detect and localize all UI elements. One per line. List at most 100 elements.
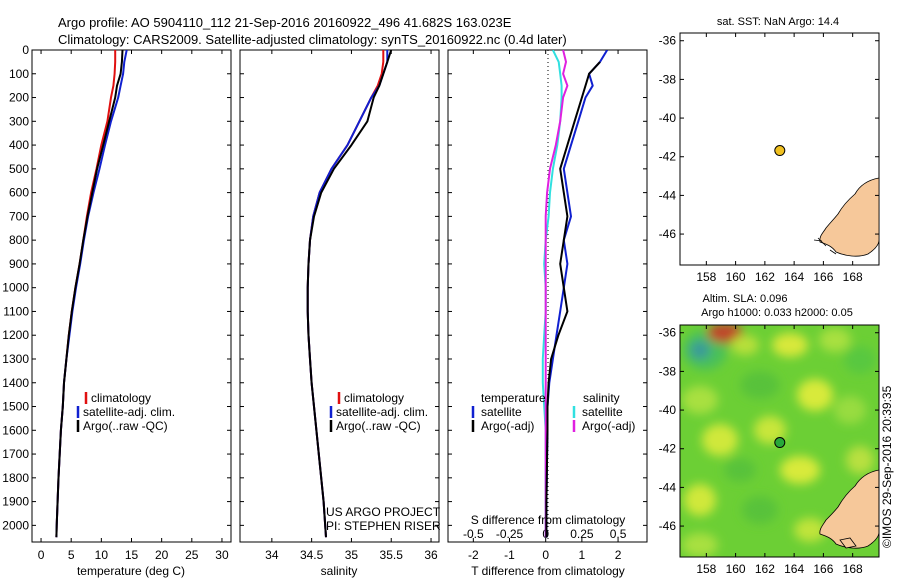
salinity-panel: 34 34.5 35 35.5 36 salinity climatology sate… — [239, 49, 441, 578]
latitude-tick-label: -38 — [659, 72, 677, 86]
temperature-panel-frame — [31, 49, 232, 543]
s-difference-tick-label: 0.25 — [570, 527, 594, 541]
salinity-x-tick-label: 34.5 — [300, 548, 324, 562]
legend-label-t-argo: Argo(-adj) — [481, 419, 534, 433]
salinity-x-axis: 34 34.5 35 35.5 36 — [265, 50, 438, 562]
series-argo-adj--line — [544, 50, 569, 538]
temperature-panel: 0100200300400500600700800900100011001200… — [2, 43, 232, 578]
project-line-1: US ARGO PROJECT — [326, 505, 441, 519]
temperature-x-label: temperature (deg C) — [77, 564, 185, 578]
legend-label-s-argo: Argo(-adj) — [582, 419, 635, 433]
longitude-tick-label: 166 — [813, 562, 833, 576]
sla-title-line-2: Argo h1000: 0.033 h2000: 0.05 — [701, 307, 853, 319]
depth-tick-label: 1300 — [2, 352, 29, 366]
longitude-tick-label: 168 — [843, 562, 863, 576]
argo-float-marker — [774, 145, 786, 157]
depth-tick-label: 200 — [9, 91, 29, 105]
legend-label-s-satellite: satellite — [582, 405, 623, 419]
coastline-detail — [813, 237, 837, 255]
legend-label-satellite: satellite-adj. clim. — [83, 405, 175, 419]
legend-label-argo: Argo(..raw -QC) — [336, 419, 421, 433]
legend-label-climatology: climatology — [91, 391, 151, 405]
depth-tick-label: 1700 — [2, 447, 29, 461]
temperature-x-axis: 0 5 10 15 20 25 30 — [38, 50, 229, 562]
depth-tick-label: 1200 — [2, 328, 29, 342]
series-argo-raw-qc--line — [306, 50, 393, 538]
temperature-legend: climatology satellite-adj. clim. Argo(..… — [76, 391, 175, 433]
latitude-tick-label: -40 — [659, 403, 677, 417]
legend-header-temperature: temperature — [481, 391, 546, 405]
temperature-x-tick-label: 5 — [68, 548, 75, 562]
latitude-tick-label: -42 — [659, 150, 677, 164]
depth-tick-label: 900 — [9, 257, 29, 271]
s-difference-tick-label: -0.5 — [463, 527, 484, 541]
header-line-1: Argo profile: AO 5904110_112 21-Sep-2016… — [58, 15, 512, 30]
salinity-x-tick-label: 36 — [424, 548, 438, 562]
coastline-land — [819, 177, 879, 257]
depth-tick-label: 600 — [9, 186, 29, 200]
sla-coastline-island — [839, 537, 857, 549]
latitude-tick-label: -44 — [659, 188, 677, 202]
depth-tick-label: 1900 — [2, 495, 29, 509]
temperature-x-tick-label: 15 — [125, 548, 139, 562]
latitude-tick-label: -46 — [659, 519, 677, 533]
salinity-x-tick-label: 34 — [265, 548, 279, 562]
latitude-tick-label: -40 — [659, 111, 677, 125]
difference-t-tick-label: 0 — [542, 548, 549, 562]
longitude-tick-label: 160 — [726, 562, 746, 576]
longitude-tick-label: 162 — [755, 562, 775, 576]
difference-t-tick-label: 1 — [579, 548, 586, 562]
sst-map-title: sat. SST: NaN Argo: 14.4 — [717, 16, 839, 28]
sst-map-axes: 158 160 162 164 166 168 -36 -38 -40 -42 -44 -46 — [659, 33, 879, 284]
depth-tick-label: 2000 — [2, 518, 29, 532]
difference-lines — [541, 50, 609, 538]
temperature-lines — [55, 50, 128, 538]
difference-y-ticks — [448, 49, 647, 526]
longitude-tick-label: 166 — [813, 270, 833, 284]
depth-tick-label: 1100 — [3, 304, 29, 318]
series-argo-raw-qc--line — [55, 50, 124, 538]
depth-tick-label: 800 — [9, 233, 29, 247]
sst-map-panel: sat. SST: NaN Argo: 14.4 158 160 162 164 166… — [659, 16, 880, 284]
longitude-tick-label: 158 — [696, 562, 716, 576]
longitude-tick-label: 160 — [726, 270, 746, 284]
header-line-2: Climatology: CARS2009. Satellite-adjuste… — [58, 32, 567, 47]
salinity-panel-frame — [239, 49, 440, 543]
series-satellite-line — [545, 50, 609, 538]
salinity-x-tick-label: 35 — [345, 548, 359, 562]
depth-tick-label: 700 — [9, 209, 29, 223]
latitude-tick-label: -36 — [659, 34, 677, 48]
salinity-x-label: salinity — [321, 564, 358, 578]
depth-tick-label: 400 — [9, 138, 29, 152]
difference-legend: temperature salinity satellite Argo(-adj… — [471, 391, 635, 433]
sla-map-panel: Altim. SLA: 0.096 Argo h1000: 0.033 h200… — [659, 293, 880, 576]
sla-map-axes: 158 160 162 164 166 168 -36 -38 -40 -42 -44 -46 — [659, 325, 879, 576]
salinity-lines — [306, 50, 393, 538]
difference-t-tick-label: 2 — [615, 548, 622, 562]
legend-label-satellite: satellite-adj. clim. — [336, 405, 428, 419]
depth-tick-label: 300 — [9, 114, 29, 128]
s-difference-label: S difference from climatology — [471, 513, 626, 527]
temperature-x-tick-label: 10 — [95, 548, 109, 562]
salinity-y-ticks — [240, 49, 439, 526]
sla-title-line-1: Altim. SLA: 0.096 — [703, 293, 788, 305]
longitude-tick-label: 162 — [755, 270, 775, 284]
depth-tick-label: 1400 — [2, 376, 29, 390]
latitude-tick-label: -46 — [659, 227, 677, 241]
s-difference-tick-label: -0.25 — [496, 527, 524, 541]
depth-axis: 0 100 200 300 400 500 600 700 800 900 1000 1100 1200… — [2, 43, 231, 532]
longitude-tick-label: 164 — [784, 562, 804, 576]
salinity-legend: climatology satellite-adj. clim. Argo(..… — [329, 391, 428, 433]
sla-coastline-land — [819, 469, 879, 549]
legend-header-salinity: salinity — [583, 391, 620, 405]
difference-panel: -2 -1 0 1 2-0.5 -0.25 0 0.25 0.5 temperature sal… — [447, 49, 648, 578]
difference-t-tick-label: -1 — [504, 548, 515, 562]
depth-tick-label: 0 — [22, 43, 29, 57]
sla-map-frame — [679, 324, 880, 558]
latitude-tick-label: -36 — [659, 326, 677, 340]
s-difference-tick-label: 0.5 — [610, 527, 627, 541]
temperature-x-tick-label: 25 — [185, 548, 199, 562]
series-climatology-line — [55, 50, 117, 538]
legend-label-t-satellite: satellite — [481, 405, 522, 419]
